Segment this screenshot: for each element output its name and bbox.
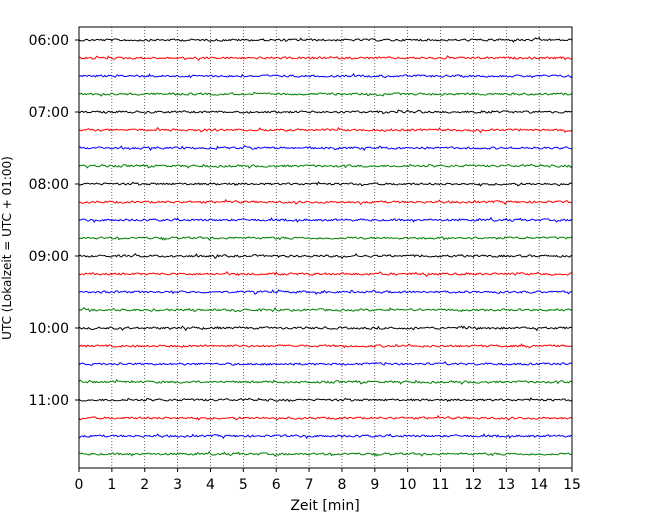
seismic-trace [78,198,573,206]
x-tick-label: 5 [239,477,248,493]
seismic-trace [78,307,573,313]
seismic-trace [78,271,573,278]
seismic-trace [78,144,573,152]
x-tick-label: 13 [497,477,515,493]
y-tick-label: 08:00 [29,177,69,193]
seismic-trace [78,379,573,385]
x-axis-ticks: 0 1 2 3 4 5 6 7 8 9 10 11 12 13 14 15 [75,468,581,493]
x-tick-label: 8 [337,477,346,493]
x-tick-label: 1 [107,477,116,493]
seismic-trace [78,325,573,332]
x-tick-label: 15 [563,477,581,493]
x-tick-label: 7 [305,477,314,493]
x-tick-label: 14 [530,477,548,493]
x-tick-label: 11 [432,477,450,493]
trace-layer [78,36,573,457]
seismic-trace [79,450,573,457]
seismic-trace [78,289,573,296]
x-tick-label: 10 [399,477,417,493]
seismic-trace [78,55,573,61]
seismic-trace [78,163,573,169]
seismic-trace [78,236,573,241]
plot-frame [78,26,573,469]
seismic-trace [78,109,573,115]
seismic-trace [78,126,573,134]
y-tick-label: 07:00 [29,105,69,121]
y-tick-label: 10:00 [29,321,69,337]
seismic-trace [78,433,573,440]
x-tick-label: 6 [272,477,281,493]
y-tick-label: 06:00 [29,33,69,49]
seismic-trace [78,216,573,224]
x-tick-label: 3 [173,477,182,493]
y-tick-label: 11:00 [29,393,69,409]
y-tick-label: 09:00 [29,249,69,265]
seismic-trace [78,36,573,43]
seismic-trace [78,397,573,403]
x-tick-label: 0 [75,477,84,493]
seismic-trace [78,361,573,366]
seismic-trace [78,343,573,349]
seismic-trace [78,72,573,79]
seismic-trace [78,252,573,259]
seismic-trace [78,414,573,421]
y-axis-label: UTC (Lokalzeit = UTC + 01:00) [0,156,14,340]
x-tick-label: 9 [370,477,379,493]
x-tick-label: 4 [206,477,215,493]
x-tick-label: 2 [140,477,149,493]
seismic-trace [78,181,573,187]
y-axis-ticks: 06:00 07:00 08:00 09:00 10:00 11:00 [29,33,79,409]
x-axis-label: Zeit [min] [290,498,359,514]
x-tick-label: 12 [464,477,482,493]
seismic-trace [78,91,573,97]
